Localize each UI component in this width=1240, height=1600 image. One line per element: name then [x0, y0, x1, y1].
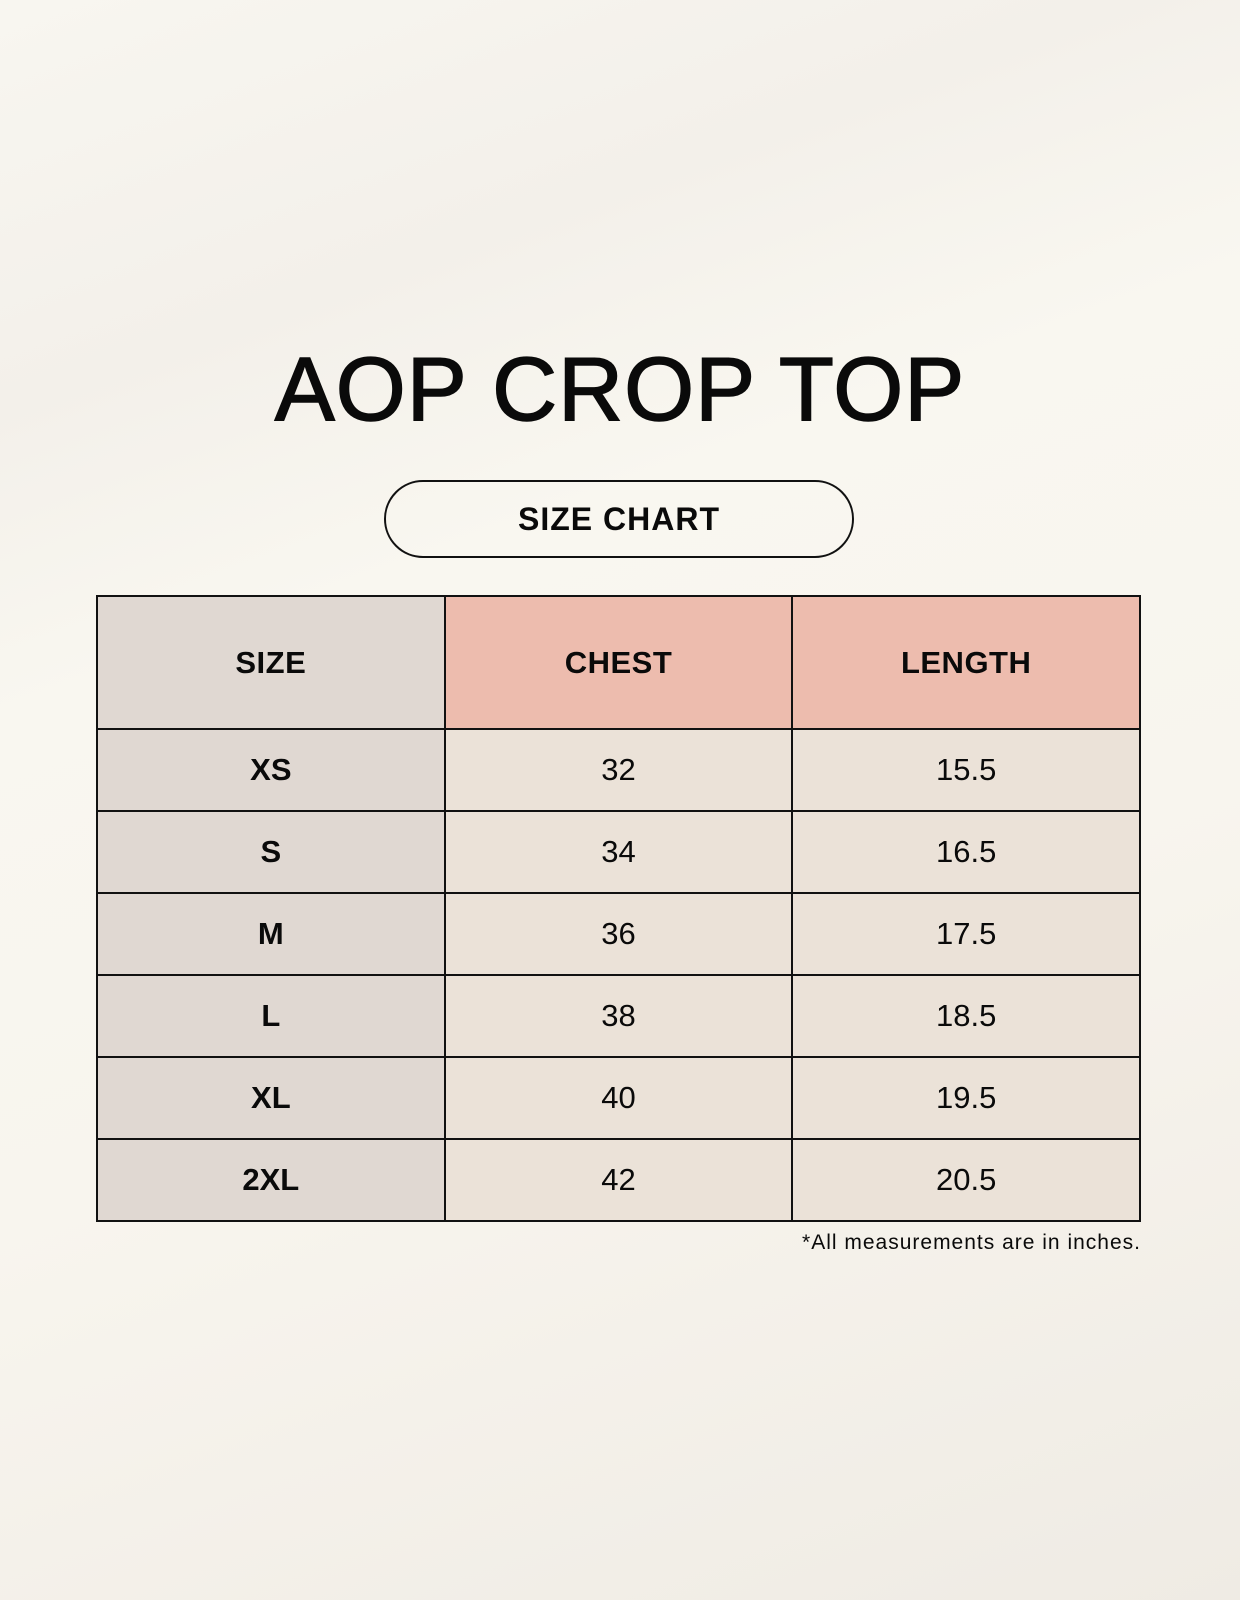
chest-cell: 34: [443, 810, 794, 894]
table-row: L 38 18.5: [96, 974, 1141, 1058]
length-cell: 19.5: [791, 1056, 1141, 1140]
header-size: SIZE: [96, 595, 446, 730]
size-chart-label: SIZE CHART: [384, 480, 854, 558]
table-row: XS 32 15.5: [96, 728, 1141, 812]
size-table: SIZE CHEST LENGTH XS 32 15.5 S 34 16.5 M 36 17.5…: [96, 595, 1141, 1222]
table-row: S 34 16.5: [96, 810, 1141, 894]
size-cell: 2XL: [96, 1138, 446, 1222]
table-row: M 36 17.5: [96, 892, 1141, 976]
size-cell: L: [96, 974, 446, 1058]
chest-cell: 32: [443, 728, 794, 812]
size-cell: M: [96, 892, 446, 976]
length-cell: 15.5: [791, 728, 1141, 812]
table-row: XL 40 19.5: [96, 1056, 1141, 1140]
length-cell: 18.5: [791, 974, 1141, 1058]
length-cell: 20.5: [791, 1138, 1141, 1222]
length-cell: 17.5: [791, 892, 1141, 976]
size-cell: XL: [96, 1056, 446, 1140]
page-title: AOP CROP TOP: [274, 339, 966, 441]
table-row: 2XL 42 20.5: [96, 1138, 1141, 1222]
chest-cell: 40: [443, 1056, 794, 1140]
chest-cell: 42: [443, 1138, 794, 1222]
size-cell: S: [96, 810, 446, 894]
chest-cell: 38: [443, 974, 794, 1058]
table-header-row: SIZE CHEST LENGTH: [96, 595, 1141, 730]
chest-cell: 36: [443, 892, 794, 976]
header-chest: CHEST: [443, 595, 794, 730]
header-length: LENGTH: [791, 595, 1141, 730]
length-cell: 16.5: [791, 810, 1141, 894]
footnote: *All measurements are in inches.: [802, 1231, 1141, 1254]
size-cell: XS: [96, 728, 446, 812]
